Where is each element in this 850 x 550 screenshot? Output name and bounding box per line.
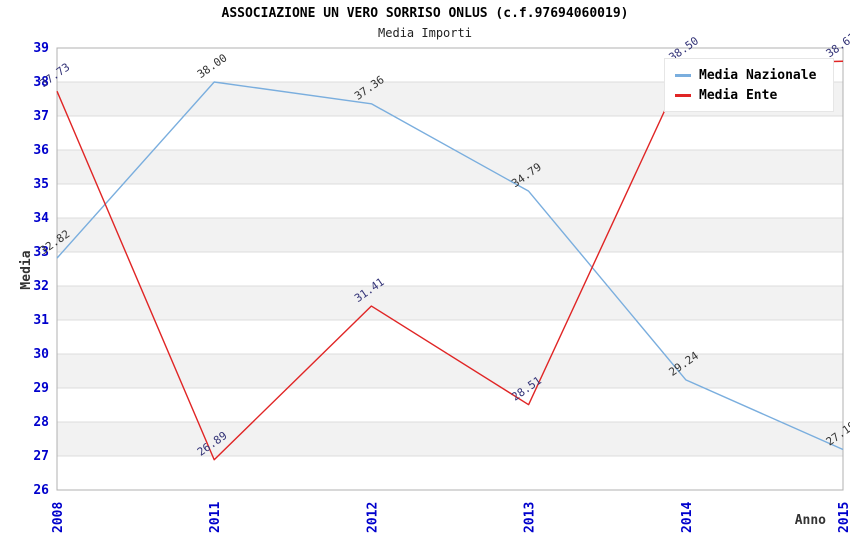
legend-label-media-ente: Media Ente bbox=[699, 87, 778, 103]
y-tick-label: 29 bbox=[33, 381, 49, 396]
chart-title: ASSOCIAZIONE UN VERO SORRISO ONLUS (c.f.… bbox=[221, 6, 629, 21]
y-tick-label: 31 bbox=[33, 313, 49, 328]
y-tick-label: 35 bbox=[33, 177, 49, 192]
y-tick-label: 38 bbox=[33, 75, 49, 90]
media-ente-swatch-icon bbox=[675, 93, 691, 97]
series-line-media-nazionale bbox=[56, 81, 844, 451]
legend-label-media-nazionale: Media Nazionale bbox=[699, 67, 817, 83]
y-tick-label: 27 bbox=[33, 449, 49, 464]
x-axis-title: Anno bbox=[795, 513, 826, 528]
x-tick-label: 2012 bbox=[365, 502, 380, 533]
y-tick-label: 26 bbox=[33, 483, 49, 498]
stripe-band bbox=[57, 286, 843, 320]
x-tick-label: 2015 bbox=[837, 502, 850, 533]
y-tick-label: 28 bbox=[33, 415, 49, 430]
legend-item-media-nazionale: Media Nazionale bbox=[675, 65, 825, 85]
stripe-band bbox=[57, 218, 843, 252]
x-tick-label: 2014 bbox=[680, 502, 695, 533]
media-nazionale-swatch-icon bbox=[675, 73, 691, 77]
chart-subtitle: Media Importi bbox=[378, 26, 472, 40]
plot-border bbox=[56, 47, 844, 491]
y-tick-label: 33 bbox=[33, 245, 49, 260]
y-axis-title: Media bbox=[19, 250, 34, 289]
legend-item-media-ente: Media Ente bbox=[675, 85, 825, 105]
plot-background bbox=[57, 48, 843, 490]
y-tick-label: 39 bbox=[33, 41, 49, 56]
stripe-band bbox=[57, 150, 843, 184]
x-tick-label: 2013 bbox=[523, 502, 538, 533]
data-label-media-ente: 38.61 bbox=[824, 31, 850, 61]
stripe-band bbox=[57, 354, 843, 388]
legend: Media Nazionale Media Ente bbox=[664, 58, 834, 112]
y-tick-label: 30 bbox=[33, 347, 49, 362]
stripe-band bbox=[57, 422, 843, 456]
y-tick-label: 32 bbox=[33, 279, 49, 294]
y-tick-label: 37 bbox=[33, 109, 49, 124]
x-tick-label: 2011 bbox=[208, 502, 223, 533]
y-tick-label: 34 bbox=[33, 211, 49, 226]
x-tick-label: 2008 bbox=[51, 502, 66, 533]
y-tick-label: 36 bbox=[33, 143, 49, 158]
